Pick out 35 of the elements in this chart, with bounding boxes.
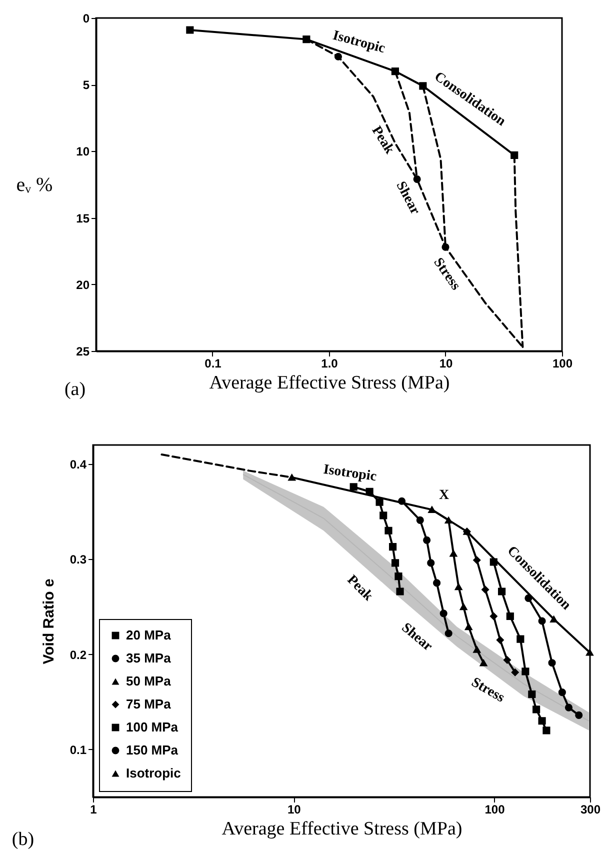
y-axis-title: Void Ratio e: [40, 578, 58, 664]
annotation: Isotropic: [331, 28, 387, 57]
x-axis-title: Average Effective Stress (MPa): [209, 372, 450, 394]
x-axis-title: Average Effective Stress (MPa): [222, 818, 462, 840]
annotation: X: [438, 488, 450, 503]
annotation: Isotropic: [322, 462, 378, 485]
legend-label: 20 MPa: [126, 628, 172, 642]
legend-label: 100 MPa: [126, 720, 179, 734]
text: (b): [12, 829, 34, 850]
y-tick-label: 15: [76, 211, 90, 226]
legend-label: 150 MPa: [126, 742, 179, 758]
x-tick-label: 10: [439, 356, 453, 370]
y-tick-label: 10: [76, 144, 90, 159]
annotation: Shear: [392, 179, 422, 218]
x-tick-label: 100: [484, 802, 506, 816]
x-tick-label: 1.0: [321, 356, 338, 370]
y-tick-label: 5: [82, 78, 90, 92]
text: (a): [64, 379, 86, 400]
legend-label: 75 MPa: [126, 696, 172, 712]
y-tick-label: 25: [76, 344, 90, 358]
y-tick-label: 0.4: [70, 458, 87, 472]
y-tick-label: 0.1: [70, 742, 87, 757]
x-tick-label: 100: [552, 356, 573, 370]
legend-label: 35 MPa: [126, 650, 172, 666]
x-tick-label: 1: [90, 802, 98, 816]
x-tick-label: 0.1: [204, 356, 222, 370]
y-tick-label: 0: [82, 12, 90, 26]
y-tick-label: 20: [76, 278, 90, 292]
y-tick-label: 0.3: [70, 552, 87, 567]
legend-label: 50 MPa: [126, 674, 172, 688]
x-tick-label: 10: [287, 802, 302, 816]
x-tick-label: 300: [580, 802, 601, 816]
legend-label: Isotropic: [126, 766, 181, 780]
y-axis-title: eᵥ %: [16, 174, 53, 196]
y-tick-label: 0.2: [70, 648, 87, 662]
